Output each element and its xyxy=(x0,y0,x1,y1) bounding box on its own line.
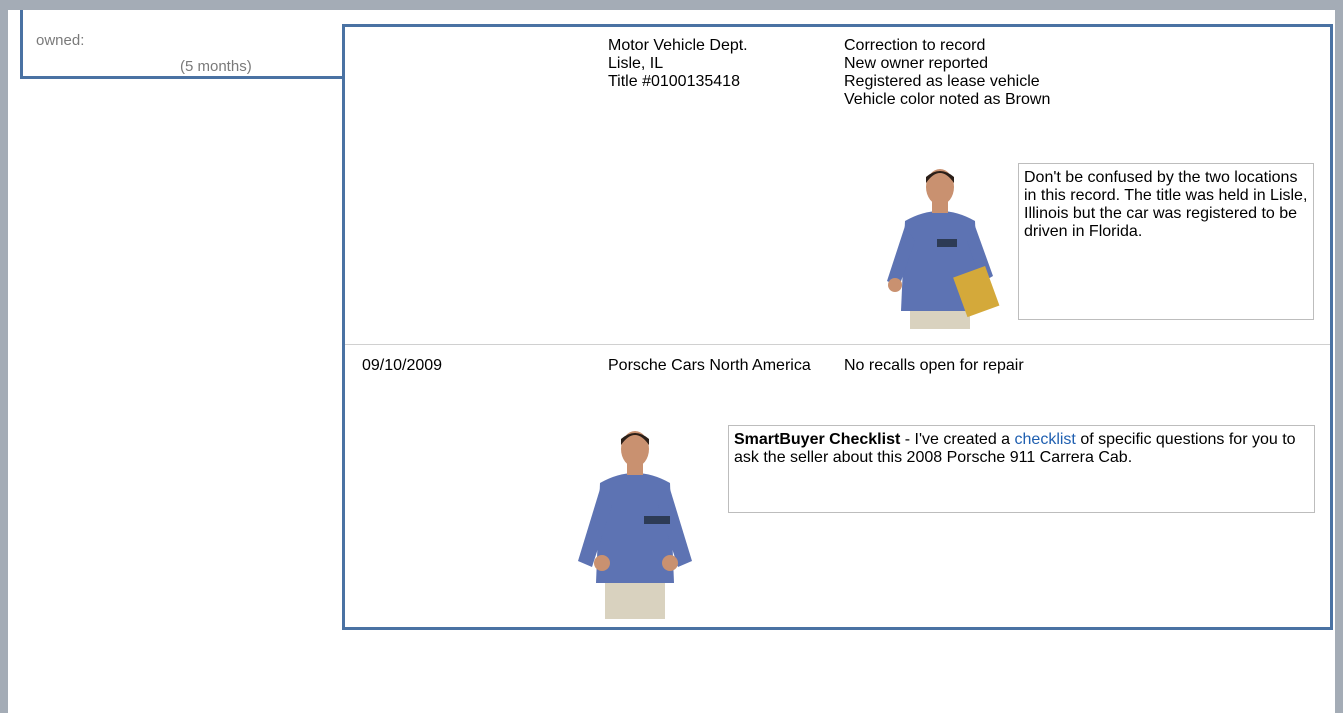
advisor-image xyxy=(887,169,1000,329)
comment-line: New owner reported xyxy=(844,55,989,72)
comments: No recalls open for repair xyxy=(844,357,1314,375)
comment-line: Vehicle color noted as Brown xyxy=(844,91,1051,108)
tip-text: - I've created a xyxy=(900,431,1015,448)
record-row: 09/10/2009 Porsche Cars North America No… xyxy=(345,345,1330,627)
comments: Correction to record New owner reported … xyxy=(844,37,1314,109)
source-line: Porsche Cars North America xyxy=(608,357,811,374)
tip-callout: SmartBuyer Checklist - I've created a ch… xyxy=(728,425,1315,513)
comment-line: Correction to record xyxy=(844,37,986,54)
source: Porsche Cars North America xyxy=(608,357,818,375)
date: 09/10/2009 xyxy=(362,357,443,374)
comment-line: Registered as lease vehicle xyxy=(844,73,1040,90)
checklist-link[interactable]: checklist xyxy=(1014,431,1076,448)
tip-text: Don't be confused by the two locations i… xyxy=(1024,169,1308,240)
owned-label: owned: xyxy=(36,32,85,49)
source: Motor Vehicle Dept. Lisle, IL Title #010… xyxy=(608,37,818,91)
report: owned: (5 months) Motor Vehicle Dept. Li… xyxy=(8,10,1335,713)
advisor-image xyxy=(578,431,692,619)
source-line: Title #0100135418 xyxy=(608,73,740,90)
source-line: Motor Vehicle Dept. xyxy=(608,37,748,54)
owner-panel: owned: (5 months) xyxy=(20,10,343,79)
tip-text: of specific questions for you to ask the… xyxy=(734,431,1296,466)
record-row: Motor Vehicle Dept. Lisle, IL Title #010… xyxy=(345,27,1330,345)
tip-callout: Don't be confused by the two locations i… xyxy=(1018,163,1314,320)
record-table: Motor Vehicle Dept. Lisle, IL Title #010… xyxy=(342,24,1333,630)
source-line: Lisle, IL xyxy=(608,55,664,72)
tip-title: SmartBuyer Checklist xyxy=(734,431,901,448)
comment-line: No recalls open for repair xyxy=(844,357,1024,374)
owned-duration: (5 months) xyxy=(180,58,252,75)
